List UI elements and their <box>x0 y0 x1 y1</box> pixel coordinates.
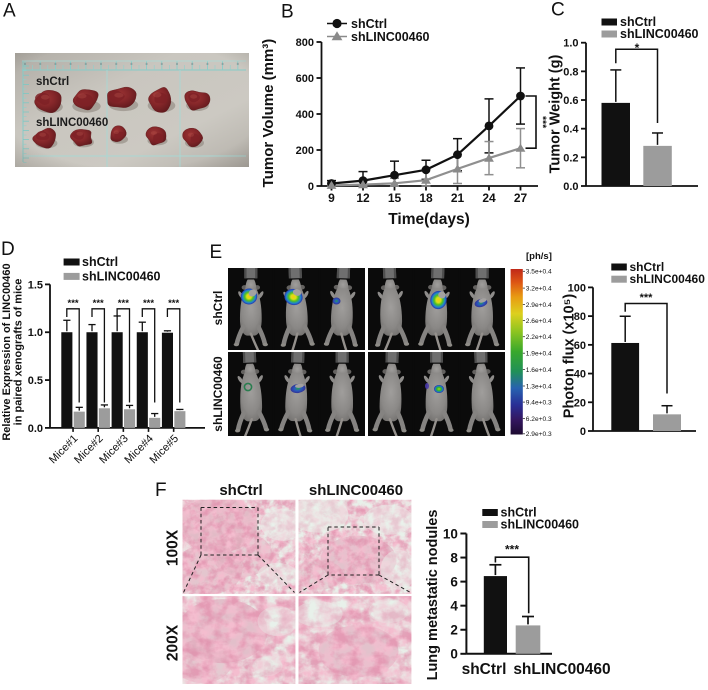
svg-text:in paired xenografts of mice: in paired xenografts of mice <box>13 279 25 426</box>
svg-text:1.3e+0.4: 1.3e+0.4 <box>526 383 552 390</box>
svg-text:Relative Expression of LINC004: Relative Expression of LINC00460 <box>1 263 13 440</box>
svg-text:shCtrl: shCtrl <box>501 505 537 519</box>
svg-text:200X: 200X <box>165 624 182 661</box>
svg-text:***: *** <box>143 298 154 309</box>
svg-text:shCtrl: shCtrl <box>82 255 118 269</box>
svg-text:shCtrl: shCtrl <box>351 17 387 31</box>
svg-text:shLINC00460: shLINC00460 <box>513 661 610 678</box>
svg-text:27: 27 <box>514 191 528 205</box>
svg-text:2.9e+0.3: 2.9e+0.3 <box>526 431 552 438</box>
svg-text:F: F <box>155 480 167 501</box>
svg-text:A: A <box>3 1 16 22</box>
svg-text:3.5e+0.4: 3.5e+0.4 <box>526 269 552 276</box>
svg-text:6: 6 <box>450 574 458 589</box>
svg-text:1.0: 1.0 <box>563 38 578 50</box>
svg-text:shLINC00460: shLINC00460 <box>36 117 108 129</box>
svg-text:2.2e+0.4: 2.2e+0.4 <box>526 334 552 341</box>
svg-text:***: *** <box>93 298 104 309</box>
svg-text:shLINC00460: shLINC00460 <box>309 482 403 499</box>
svg-text:shCtrl: shCtrl <box>211 291 225 326</box>
svg-text:0: 0 <box>308 181 314 193</box>
svg-text:shLINC00460: shLINC00460 <box>82 270 161 284</box>
svg-text:60: 60 <box>574 340 586 352</box>
svg-text:***: *** <box>68 298 79 309</box>
svg-text:shCtrl: shCtrl <box>219 482 262 499</box>
svg-text:Photon flux (x10⁵): Photon flux (x10⁵) <box>562 294 578 419</box>
svg-text:Mice#5: Mice#5 <box>148 433 182 467</box>
svg-text:[ph/s]: [ph/s] <box>526 251 552 262</box>
svg-text:Lung metastatic nodules: Lung metastatic nodules <box>425 510 441 681</box>
svg-text:shLINC00460: shLINC00460 <box>620 27 699 41</box>
svg-text:800: 800 <box>296 37 314 49</box>
svg-text:40: 40 <box>574 369 586 381</box>
svg-text:24: 24 <box>482 191 496 205</box>
svg-text:shLINC00460: shLINC00460 <box>351 30 430 44</box>
svg-text:400: 400 <box>296 109 314 121</box>
svg-text:15: 15 <box>388 191 402 205</box>
svg-text:9: 9 <box>328 191 335 205</box>
svg-text:9.4e+0.3: 9.4e+0.3 <box>526 400 552 407</box>
svg-text:shCtrl: shCtrl <box>620 15 656 29</box>
svg-text:B: B <box>281 2 294 23</box>
svg-text:10: 10 <box>443 526 458 541</box>
svg-text:shCtrl: shCtrl <box>462 661 507 678</box>
svg-text:80: 80 <box>574 311 586 323</box>
svg-text:2.9e+0.4: 2.9e+0.4 <box>526 302 552 309</box>
svg-text:20: 20 <box>574 397 586 409</box>
svg-text:shLINC00460: shLINC00460 <box>501 517 580 531</box>
svg-text:0.4: 0.4 <box>563 124 579 136</box>
svg-text:***: *** <box>118 298 129 309</box>
svg-text:0.8: 0.8 <box>563 66 578 78</box>
svg-text:8: 8 <box>450 550 458 565</box>
svg-text:2: 2 <box>450 623 458 638</box>
svg-text:1.0: 1.0 <box>28 327 43 339</box>
svg-text:1.9e+0.4: 1.9e+0.4 <box>526 351 552 358</box>
svg-text:Time(days): Time(days) <box>388 211 470 228</box>
svg-text:21: 21 <box>451 191 465 205</box>
svg-text:0.5: 0.5 <box>28 375 43 387</box>
svg-text:1.6e+0.4: 1.6e+0.4 <box>526 367 552 374</box>
svg-text:100: 100 <box>568 282 586 294</box>
svg-text:0.6: 0.6 <box>563 95 578 107</box>
svg-text:0: 0 <box>450 647 458 662</box>
svg-text:E: E <box>210 242 223 263</box>
svg-text:18: 18 <box>419 191 433 205</box>
svg-text:***: *** <box>640 292 654 304</box>
svg-text:1.5: 1.5 <box>28 279 43 291</box>
svg-text:0: 0 <box>580 426 586 438</box>
svg-text:*: * <box>635 41 640 55</box>
svg-text:shLINC00460: shLINC00460 <box>630 272 706 286</box>
svg-text:0.0: 0.0 <box>28 423 43 435</box>
svg-text:12: 12 <box>356 191 370 205</box>
svg-text:Tumor Volume (mm³): Tumor Volume (mm³) <box>260 39 277 188</box>
svg-text:shCtrl: shCtrl <box>630 260 665 274</box>
svg-text:***: *** <box>168 298 179 309</box>
svg-text:***: *** <box>537 116 549 129</box>
svg-text:600: 600 <box>296 73 314 85</box>
svg-text:4: 4 <box>450 598 458 613</box>
svg-text:6.2e+0.3: 6.2e+0.3 <box>526 416 552 423</box>
svg-text:***: *** <box>505 543 519 557</box>
svg-text:C: C <box>551 0 565 21</box>
svg-text:D: D <box>1 239 15 260</box>
svg-text:100X: 100X <box>165 529 182 566</box>
svg-text:2.6e+0.4: 2.6e+0.4 <box>526 318 552 325</box>
svg-text:shCtrl: shCtrl <box>36 76 69 88</box>
svg-text:Tumor Weight (g): Tumor Weight (g) <box>548 55 564 174</box>
svg-text:0.0: 0.0 <box>563 181 578 193</box>
svg-text:200: 200 <box>296 145 314 157</box>
svg-text:0.2: 0.2 <box>563 152 578 164</box>
svg-text:shLINC00460: shLINC00460 <box>211 356 225 432</box>
svg-text:3.2e+0.4: 3.2e+0.4 <box>526 286 552 293</box>
